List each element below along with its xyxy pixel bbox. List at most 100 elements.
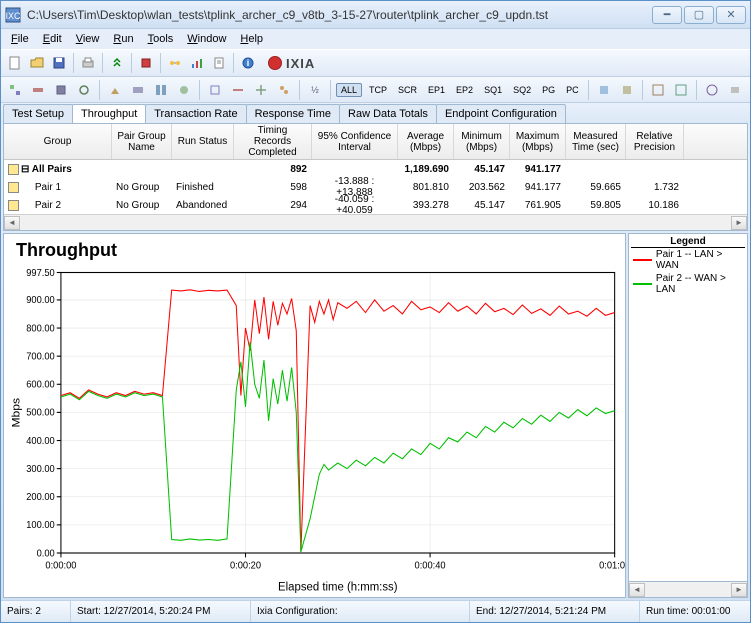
pair-icon	[8, 200, 19, 211]
ixia-logo: IXIA	[268, 56, 315, 71]
tab-response-time[interactable]: Response Time	[246, 104, 340, 123]
titlebar: IXC C:\Users\Tim\Desktop\wlan_tests\tpli…	[1, 1, 750, 29]
svg-text:900.00: 900.00	[26, 295, 54, 306]
chart-canvas: 0.00100.00200.00300.00400.00500.00600.00…	[4, 267, 625, 597]
minimize-button[interactable]: ━	[652, 6, 682, 24]
filter-tcp[interactable]: TCP	[365, 84, 391, 96]
legend-panel: Legend Pair 1 -- LAN > WANPair 2 -- WAN …	[628, 233, 748, 598]
svg-text:700.00: 700.00	[26, 351, 54, 362]
svg-text:0:00:40: 0:00:40	[415, 560, 446, 571]
tool-icon-11[interactable]	[251, 80, 271, 100]
svg-text:500.00: 500.00	[26, 407, 54, 418]
save-icon[interactable]	[49, 53, 69, 73]
col-conf[interactable]: 95% Confidence Interval	[312, 124, 398, 159]
col-prec[interactable]: Relative Precision	[626, 124, 684, 159]
filter-pc[interactable]: PC	[562, 84, 583, 96]
tab-endpoint-config[interactable]: Endpoint Configuration	[436, 104, 566, 123]
tool-icon-2[interactable]	[28, 80, 48, 100]
svg-text:0:00:20: 0:00:20	[230, 560, 261, 571]
tool-icon-10[interactable]	[228, 80, 248, 100]
menu-edit[interactable]: Edit	[37, 31, 68, 47]
menu-file[interactable]: File	[5, 31, 35, 47]
legend-label: Pair 1 -- LAN > WAN	[656, 249, 743, 271]
filter-scr[interactable]: SCR	[394, 84, 421, 96]
tool-icon-13[interactable]: ½	[305, 80, 325, 100]
legend: Legend Pair 1 -- LAN > WANPair 2 -- WAN …	[628, 233, 748, 582]
legend-item[interactable]: Pair 2 -- WAN > LAN	[631, 272, 745, 296]
pairs-icon[interactable]	[165, 53, 185, 73]
legend-label: Pair 2 -- WAN > LAN	[656, 273, 743, 295]
svg-text:800.00: 800.00	[26, 323, 54, 334]
run-icon[interactable]	[107, 53, 127, 73]
report-icon[interactable]	[209, 53, 229, 73]
help-icon[interactable]: i	[238, 53, 258, 73]
svg-text:997.50: 997.50	[26, 268, 54, 279]
chart-area: Throughput 0.00100.00200.00300.00400.005…	[3, 233, 748, 598]
tool-icon-14[interactable]	[594, 80, 614, 100]
menubar: File Edit View Run Tools Window Help	[1, 29, 750, 49]
legend-hscroll[interactable]: ◄►	[628, 582, 748, 598]
app-window: IXC C:\Users\Tim\Desktop\wlan_tests\tpli…	[0, 0, 751, 623]
tool-icon-3[interactable]	[51, 80, 71, 100]
tab-transaction-rate[interactable]: Transaction Rate	[145, 104, 246, 123]
filter-ep1[interactable]: EP1	[424, 84, 449, 96]
legend-title: Legend	[631, 236, 745, 248]
col-timing[interactable]: Timing Records Completed	[234, 124, 312, 159]
tool-icon-18[interactable]	[702, 80, 722, 100]
svg-text:Elapsed time (h:mm:ss): Elapsed time (h:mm:ss)	[278, 580, 398, 593]
menu-window[interactable]: Window	[181, 31, 232, 47]
filter-sq1[interactable]: SQ1	[480, 84, 506, 96]
menu-tools[interactable]: Tools	[142, 31, 180, 47]
tool-icon-5[interactable]	[105, 80, 125, 100]
col-pair-group[interactable]: Pair Group Name	[112, 124, 172, 159]
svg-text:0:01:00: 0:01:00	[599, 560, 625, 571]
svg-text:0:00:00: 0:00:00	[45, 560, 76, 571]
legend-item[interactable]: Pair 1 -- LAN > WAN	[631, 248, 745, 272]
table-row[interactable]: Pair 2No GroupAbandoned294-40.059 : +40.…	[4, 196, 747, 214]
new-icon[interactable]	[5, 53, 25, 73]
open-icon[interactable]	[27, 53, 47, 73]
grid-hscroll[interactable]: ◄►	[4, 214, 747, 230]
legend-swatch	[633, 283, 652, 285]
col-run-status[interactable]: Run Status	[172, 124, 234, 159]
tool-icon-9[interactable]	[205, 80, 225, 100]
tool-icon-8[interactable]	[174, 80, 194, 100]
tool-icon-7[interactable]	[151, 80, 171, 100]
col-group[interactable]: Group	[4, 124, 112, 159]
statusbar: Pairs: 2 Start: 12/27/2014, 5:20:24 PM I…	[1, 600, 750, 622]
tool-icon-15[interactable]	[617, 80, 637, 100]
chart-icon[interactable]	[187, 53, 207, 73]
col-max[interactable]: Maximum (Mbps)	[510, 124, 566, 159]
status-end: End: 12/27/2014, 5:21:24 PM	[470, 601, 640, 622]
filter-ep2[interactable]: EP2	[452, 84, 477, 96]
results-tabs: Test Setup Throughput Transaction Rate R…	[1, 103, 750, 123]
menu-view[interactable]: View	[70, 31, 106, 47]
col-avg[interactable]: Average (Mbps)	[398, 124, 454, 159]
col-min[interactable]: Minimum (Mbps)	[454, 124, 510, 159]
svg-text:300.00: 300.00	[26, 464, 54, 475]
col-meas[interactable]: Measured Time (sec)	[566, 124, 626, 159]
filter-pg[interactable]: PG	[538, 84, 559, 96]
tool-icon-4[interactable]	[74, 80, 94, 100]
legend-swatch	[633, 259, 652, 261]
menu-run[interactable]: Run	[107, 31, 139, 47]
results-grid: Group Pair Group Name Run Status Timing …	[3, 123, 748, 231]
tool-icon-1[interactable]	[5, 80, 25, 100]
tab-raw-data-totals[interactable]: Raw Data Totals	[339, 104, 437, 123]
tool-icon-12[interactable]	[274, 80, 294, 100]
print-icon[interactable]	[78, 53, 98, 73]
menu-help[interactable]: Help	[234, 31, 269, 47]
close-button[interactable]: ✕	[716, 6, 746, 24]
main-toolbar: i IXIA	[1, 49, 750, 77]
stop-icon[interactable]	[136, 53, 156, 73]
maximize-button[interactable]: ▢	[684, 6, 714, 24]
tool-icon-19[interactable]	[725, 80, 745, 100]
svg-text:½: ½	[311, 85, 319, 95]
tool-icon-16[interactable]	[648, 80, 668, 100]
filter-sq2[interactable]: SQ2	[509, 84, 535, 96]
tool-icon-17[interactable]	[671, 80, 691, 100]
tab-throughput[interactable]: Throughput	[72, 104, 146, 123]
tab-test-setup[interactable]: Test Setup	[3, 104, 73, 123]
filter-all[interactable]: ALL	[336, 83, 362, 97]
tool-icon-6[interactable]	[128, 80, 148, 100]
